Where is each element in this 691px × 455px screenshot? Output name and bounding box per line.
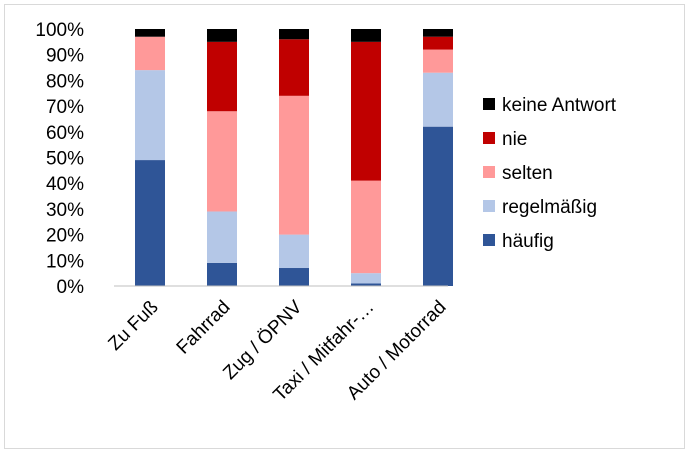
legend-item: selten	[483, 163, 553, 184]
bar-segment-regelmäßig	[423, 72, 453, 127]
y-tick-label: 80%	[46, 71, 84, 92]
legend-item: regelmäßig	[483, 197, 597, 218]
bar-segment-keine-antwort	[207, 29, 237, 42]
y-tick-label: 30%	[46, 200, 84, 221]
chart-frame	[4, 4, 685, 449]
bar-segment-häufig	[351, 283, 381, 286]
y-tick-label: 100%	[35, 20, 84, 41]
x-category-label: Fahrrad	[173, 297, 235, 359]
bar-segment-selten	[279, 95, 309, 235]
legend-label: häufig	[502, 231, 554, 252]
y-tick-label: 20%	[46, 226, 84, 247]
bar-segment-nie	[423, 36, 453, 50]
bar-segment-nie	[279, 39, 309, 96]
bar-segment-häufig	[423, 126, 453, 286]
legend: keine Antwort nie selten regelmäßig häufig	[483, 95, 617, 252]
legend-swatch	[483, 234, 495, 246]
legend-item: häufig	[483, 231, 554, 252]
legend-label: keine Antwort	[502, 95, 617, 116]
bar-segment-regelmäßig	[351, 273, 381, 284]
y-tick-label: 50%	[46, 149, 84, 170]
bar-segment-regelmäßig	[279, 234, 309, 269]
legend-swatch	[483, 200, 495, 212]
bar-segment-häufig	[207, 262, 237, 286]
y-tick-label: 10%	[46, 251, 84, 272]
bar-segment-selten	[135, 36, 165, 71]
y-tick-label: 70%	[46, 97, 84, 118]
bar-segment-keine-antwort	[423, 29, 453, 37]
x-category-label: Zu Fuß	[104, 297, 162, 355]
bar-segment-selten	[423, 49, 453, 73]
bar-segment-häufig	[279, 268, 309, 286]
bars	[135, 29, 453, 286]
bar-segment-keine-antwort	[135, 29, 165, 37]
bar-segment-selten	[351, 180, 381, 274]
bar-segment-nie	[207, 41, 237, 112]
legend-swatch	[483, 98, 495, 110]
y-tick-label: 60%	[46, 123, 84, 144]
bar-segment-keine-antwort	[351, 29, 381, 42]
bar-segment-regelmäßig	[207, 211, 237, 263]
y-tick-label: 0%	[57, 277, 85, 298]
y-tick-label: 90%	[46, 46, 84, 67]
legend-item: keine Antwort	[483, 95, 617, 116]
bar-segment-selten	[207, 111, 237, 212]
y-tick-label: 40%	[46, 174, 84, 195]
bar-segment-häufig	[135, 160, 165, 286]
legend-label: regelmäßig	[502, 197, 597, 218]
legend-swatch	[483, 166, 495, 178]
y-axis: 0% 10% 20% 30% 40% 50% 60% 70% 80% 90% 100%	[35, 20, 84, 298]
bar-segment-nie	[351, 41, 381, 181]
legend-item: nie	[483, 129, 527, 150]
bar-segment-keine-antwort	[279, 29, 309, 40]
legend-label: selten	[502, 163, 553, 184]
legend-label: nie	[502, 129, 527, 150]
bar-segment-regelmäßig	[135, 70, 165, 161]
legend-swatch	[483, 132, 495, 144]
